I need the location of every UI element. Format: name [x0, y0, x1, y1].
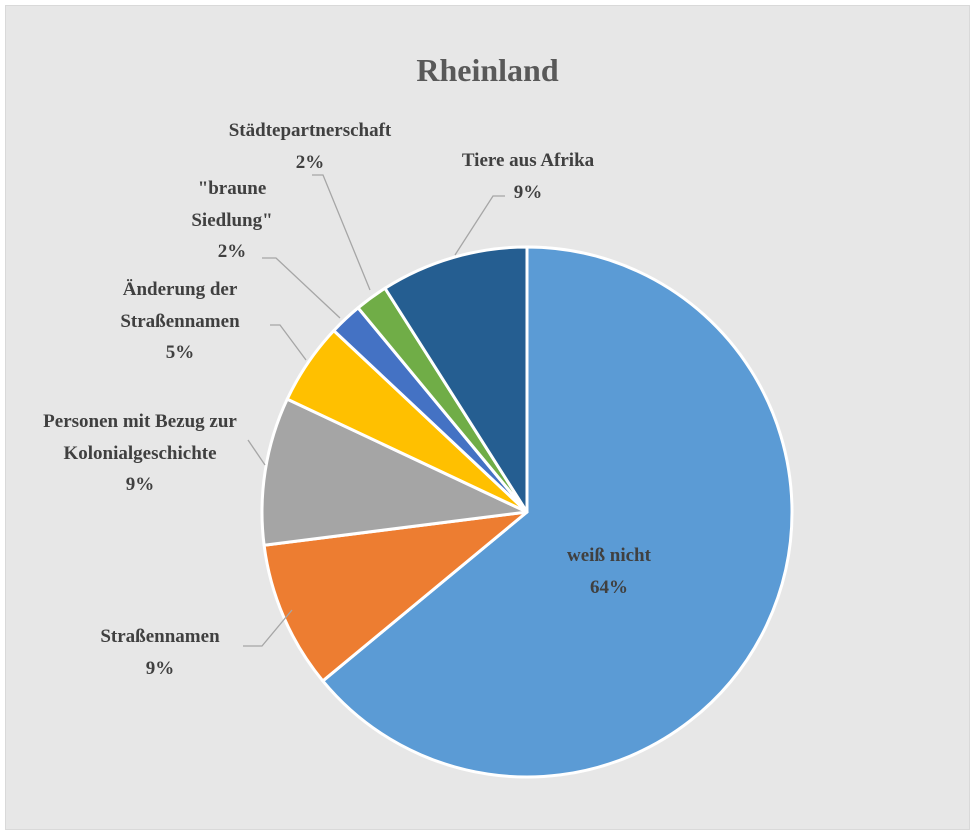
value-label: 2%: [217, 241, 247, 262]
value-label: 64%: [590, 576, 628, 598]
pie-slice: [321, 245, 794, 779]
leader-lines: [243, 174, 505, 647]
value-label: 2%: [295, 151, 325, 173]
pie-slice: [260, 397, 529, 547]
data-label: Städtepartnerschaft 2%: [195, 115, 425, 178]
leader-line: [312, 174, 371, 291]
pie-slice: [262, 510, 529, 683]
chart-title: Rheinland: [416, 52, 559, 88]
value-label: 9%: [145, 657, 175, 679]
value-label: 9%: [125, 474, 155, 495]
category-label: weiß nicht: [567, 545, 651, 566]
leader-line: [270, 324, 307, 361]
data-label: Straßennamen 9%: [60, 621, 260, 684]
data-label: Personen mit Bezug zur Kolonialgeschicht…: [33, 406, 248, 501]
category-label: Änderung der Straßennamen: [120, 279, 240, 332]
value-label: 5%: [165, 342, 195, 363]
pie-slice: [383, 245, 529, 514]
value-label: 9%: [513, 181, 543, 203]
category-label: Städtepartnerschaft: [228, 120, 392, 141]
leader-line: [243, 609, 293, 647]
category-label: Personen mit Bezug zur Kolonialgeschicht…: [43, 411, 237, 464]
data-label: "braune Siedlung" 2%: [175, 173, 290, 268]
data-label: Tiere aus Afrika 9%: [428, 145, 628, 208]
category-label: "braune Siedlung": [191, 178, 273, 231]
data-label: weiß nicht 64%: [509, 540, 709, 603]
leader-line: [262, 257, 341, 319]
data-label: Änderung der Straßennamen 5%: [95, 274, 265, 369]
category-label: Tiere aus Afrika: [461, 150, 595, 171]
leader-line: [247, 439, 266, 466]
leader-line: [454, 195, 505, 256]
category-label: Straßennamen: [100, 626, 220, 647]
